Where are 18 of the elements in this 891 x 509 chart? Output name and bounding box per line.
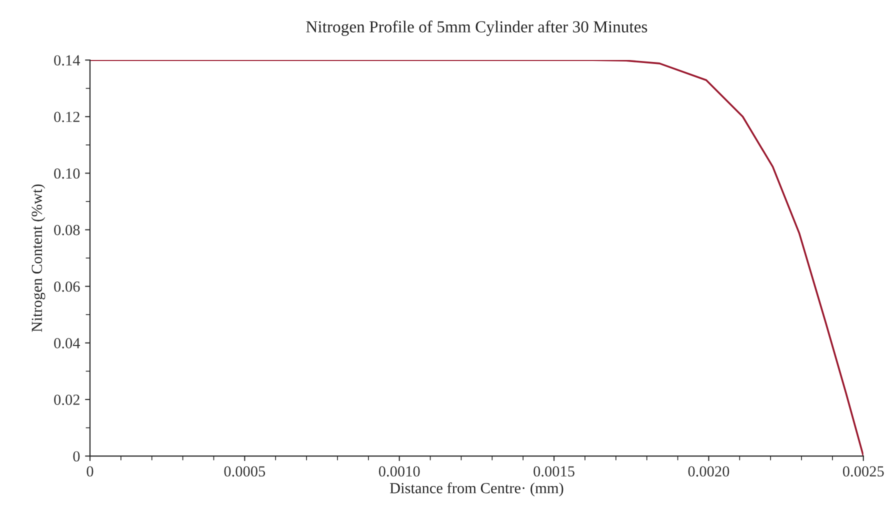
- y-axis-title: Nitrogen Content (%wt): [31, 184, 46, 332]
- x-tick-label: 0.0020: [688, 466, 730, 477]
- y-tick-label: 0.10: [54, 168, 80, 179]
- x-axis-title: Distance from Centre· (mm): [390, 482, 564, 496]
- y-tick-label: 0.02: [54, 394, 80, 406]
- x-tick-label: 0: [86, 466, 94, 477]
- x-tick-label: 0.0010: [378, 466, 420, 477]
- y-tick-label: 0.08: [54, 224, 80, 236]
- y-tick-label: 0.14: [54, 55, 80, 66]
- y-tick-label: 0.04: [54, 338, 80, 348]
- chart-title: Nitrogen Profile of 5mm Cylinder after 30 Minutes: [306, 20, 648, 36]
- x-tick-label: 0.0015: [534, 466, 574, 477]
- y-tick-label: 0: [73, 451, 80, 462]
- y-tick-label: 0.06: [54, 281, 80, 292]
- x-tick-label: 0.0025: [842, 466, 884, 477]
- x-tick-label: 0.0005: [224, 466, 266, 477]
- line-series: [90, 60, 864, 456]
- y-tick-label: 0.12: [54, 112, 80, 122]
